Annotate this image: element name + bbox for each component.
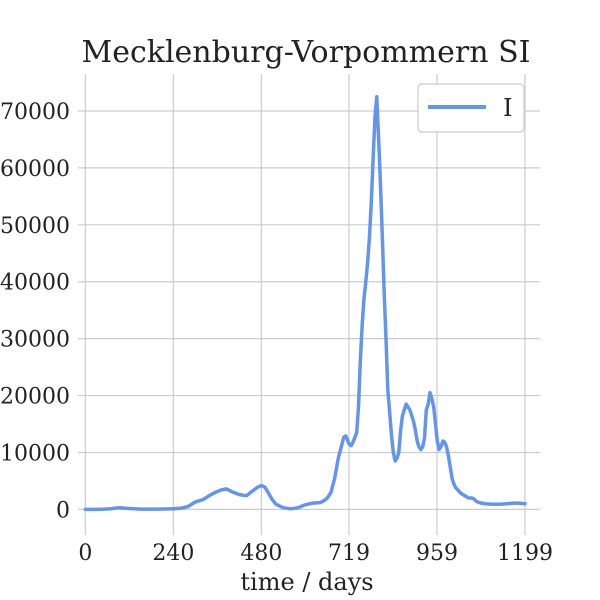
x-tick-label: 1199 bbox=[497, 541, 553, 566]
grid-lines bbox=[78, 74, 540, 535]
y-tick-label: 60000 bbox=[0, 157, 70, 182]
x-tick-label: 959 bbox=[416, 541, 458, 566]
chart-title: Mecklenburg-Vorpommern SI bbox=[82, 35, 531, 70]
series-lines bbox=[83, 95, 527, 512]
y-tick-label: 20000 bbox=[0, 385, 70, 410]
y-tick-label: 30000 bbox=[0, 328, 70, 353]
axis-ticks: 0 240 480 719 959 1199 0 10000 20000 30000 40000 50… bbox=[0, 100, 553, 566]
y-tick-label: 70000 bbox=[0, 100, 70, 125]
x-tick-label: 480 bbox=[240, 541, 282, 566]
series-line-I bbox=[83, 95, 527, 512]
x-axis-label: time / days bbox=[240, 568, 373, 596]
y-tick-label: 50000 bbox=[0, 214, 70, 239]
y-tick-label: 40000 bbox=[0, 271, 70, 296]
y-tick-label: 0 bbox=[56, 498, 70, 523]
x-tick-label: 0 bbox=[78, 541, 92, 566]
legend-label: I bbox=[503, 94, 512, 122]
x-tick-label: 240 bbox=[152, 541, 194, 566]
y-tick-label: 10000 bbox=[0, 441, 70, 466]
legend: I bbox=[417, 83, 525, 133]
x-tick-label: 719 bbox=[328, 541, 370, 566]
